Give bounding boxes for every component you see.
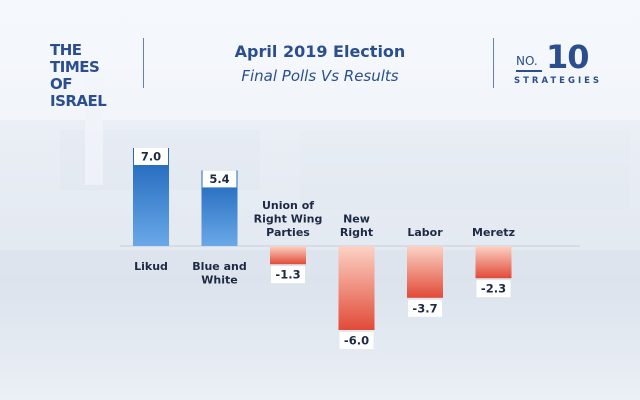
logo-number: 10 <box>546 38 590 76</box>
value-label-1: 5.4 <box>209 172 229 186</box>
bar-2 <box>270 246 306 265</box>
category-label-3: New Right <box>340 213 373 240</box>
category-label-4: Labor <box>407 226 443 239</box>
value-label-2: -1.3 <box>275 268 300 282</box>
value-label-box-1 <box>202 170 237 188</box>
header-divider-left <box>143 38 144 88</box>
logo-no-text: NO. <box>516 54 538 68</box>
bar-4 <box>407 246 443 298</box>
value-label-box-3 <box>339 332 374 349</box>
category-label-2: Union of Right Wing Parties <box>254 199 323 239</box>
value-label-box-4 <box>408 299 442 317</box>
category-label-5: Meretz <box>472 226 515 239</box>
category-label-1: Blue and White <box>192 260 246 287</box>
bar-5 <box>475 246 512 279</box>
value-label-0: 7.0 <box>141 150 161 164</box>
value-label-4: -3.7 <box>412 301 437 315</box>
header-divider-right <box>493 38 494 88</box>
value-label-box-2 <box>271 266 305 284</box>
value-label-5: -2.3 <box>481 282 506 296</box>
chart-title: April 2019 Election <box>234 42 406 61</box>
times-of-israel-logo: THE TIMES OF ISRAEL <box>50 42 130 110</box>
header-title-block: April 2019 Election Final Polls Vs Resul… <box>160 42 480 85</box>
value-label-box-5 <box>476 280 511 298</box>
bar-3 <box>338 246 375 330</box>
logo-no-underline <box>516 70 542 72</box>
chart-subtitle: Final Polls Vs Results <box>241 67 399 85</box>
category-label-0: Likud <box>134 260 168 273</box>
logo-line-2: OF ISRAEL <box>50 75 107 110</box>
logo-line-1: THE TIMES <box>50 41 100 76</box>
value-label-3: -6.0 <box>344 334 369 348</box>
logo-strategies-text: STRATEGIES <box>514 76 603 86</box>
value-label-box-0 <box>134 148 168 165</box>
